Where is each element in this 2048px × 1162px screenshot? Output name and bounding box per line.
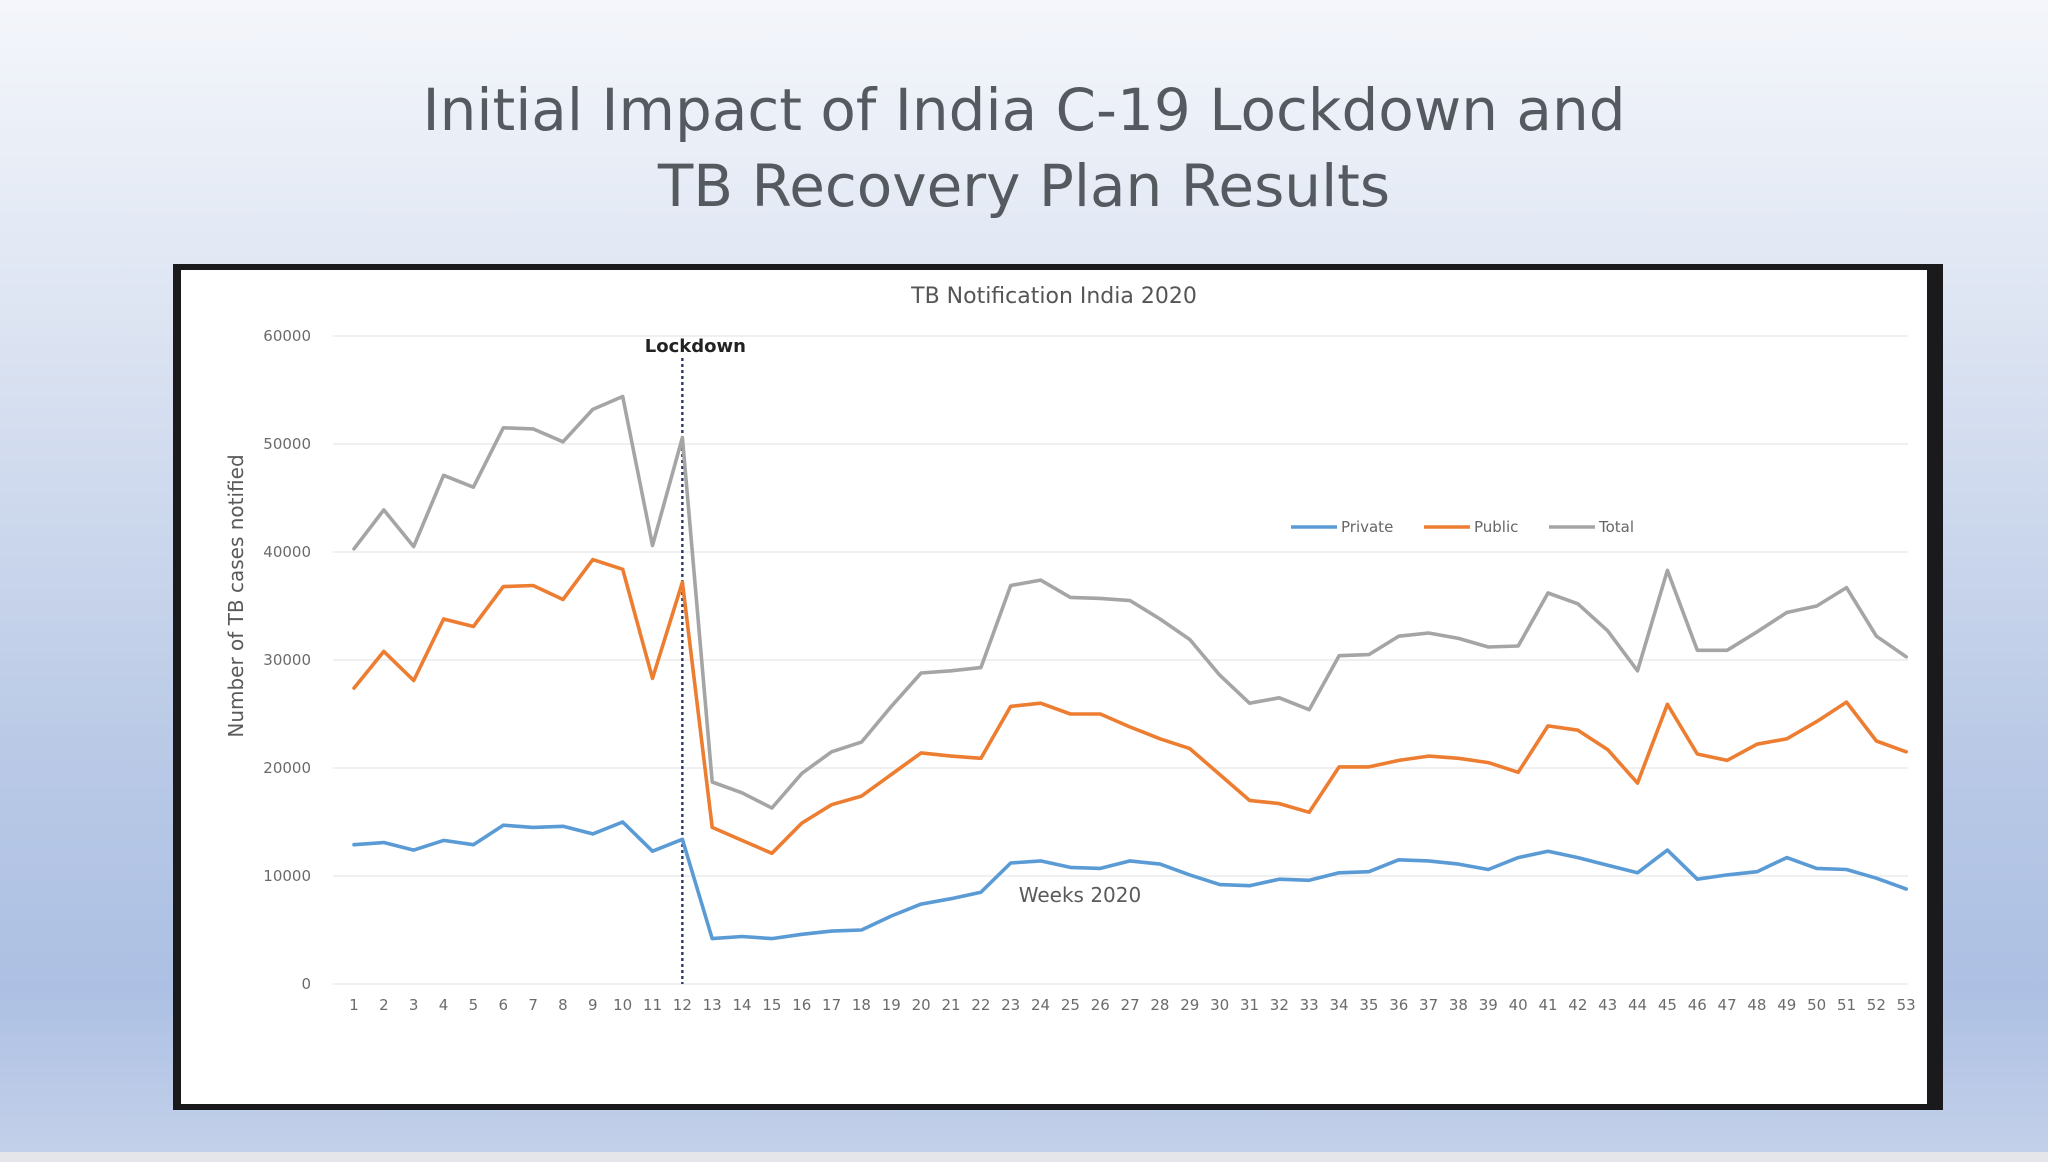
x-tick-label: 10: [613, 996, 632, 1014]
x-tick-label: 9: [588, 996, 598, 1014]
x-tick-label: 5: [469, 996, 479, 1014]
x-tick-label: 20: [912, 996, 931, 1014]
x-tick-label: 32: [1270, 996, 1289, 1014]
x-tick-label: 16: [792, 996, 811, 1014]
legend-label: Total: [1598, 518, 1634, 536]
x-tick-label: 6: [498, 996, 508, 1014]
x-tick-label: 27: [1121, 996, 1140, 1014]
x-tick-label: 13: [703, 996, 722, 1014]
x-tick-label: 28: [1150, 996, 1169, 1014]
y-tick-label: 20000: [263, 759, 311, 777]
x-tick-label: 38: [1449, 996, 1468, 1014]
x-tick-label: 24: [1031, 996, 1050, 1014]
y-axis-ticks: 0 10000 20000 30000 40000 50000 60000: [263, 327, 311, 993]
x-tick-label: 47: [1718, 996, 1737, 1014]
x-tick-label: 45: [1658, 996, 1677, 1014]
x-tick-label: 41: [1538, 996, 1557, 1014]
x-tick-label: 50: [1807, 996, 1826, 1014]
x-tick-label: 36: [1389, 996, 1408, 1014]
x-tick-label: 7: [528, 996, 538, 1014]
x-tick-label: 52: [1867, 996, 1886, 1014]
x-tick-label: 37: [1419, 996, 1438, 1014]
y-tick-label: 30000: [263, 651, 311, 669]
y-tick-label: 50000: [263, 435, 311, 453]
legend: Private Public Total: [1291, 518, 1634, 536]
x-tick-label: 1: [349, 996, 359, 1014]
legend-label: Private: [1341, 518, 1393, 536]
x-tick-label: 43: [1598, 996, 1617, 1014]
x-tick-label: 2: [379, 996, 389, 1014]
x-tick-label: 21: [941, 996, 960, 1014]
x-tick-label: 18: [852, 996, 871, 1014]
series-line-public: [352, 557, 1908, 856]
x-tick-label: 12: [673, 996, 692, 1014]
x-tick-label: 48: [1747, 996, 1766, 1014]
series-line-private: [352, 820, 1908, 941]
bottom-strip: [0, 1152, 2048, 1162]
legend-item-total: Total: [1549, 518, 1634, 536]
x-tick-label: 39: [1479, 996, 1498, 1014]
legend-label: Public: [1474, 518, 1518, 536]
x-tick-label: 42: [1568, 996, 1587, 1014]
x-tick-label: 25: [1061, 996, 1080, 1014]
x-tick-label: 46: [1688, 996, 1707, 1014]
x-tick-label: 53: [1897, 996, 1916, 1014]
legend-item-public: Public: [1424, 518, 1518, 536]
x-tick-label: 26: [1091, 996, 1110, 1014]
x-tick-label: 17: [822, 996, 841, 1014]
x-tick-label: 3: [409, 996, 419, 1014]
y-tick-label: 0: [301, 975, 311, 993]
x-tick-label: 34: [1330, 996, 1349, 1014]
x-tick-label: 44: [1628, 996, 1647, 1014]
x-tick-label: 23: [1001, 996, 1020, 1014]
x-axis-title: Weeks 2020: [1019, 883, 1141, 907]
y-tick-label: 10000: [263, 867, 311, 885]
chart-area: TB Notification India 2020 0 10000 20000 30…: [181, 270, 1927, 1104]
x-tick-label: 40: [1509, 996, 1528, 1014]
series-lines: [352, 394, 1908, 941]
y-tick-label: 40000: [263, 543, 311, 561]
x-tick-label: 15: [762, 996, 781, 1014]
lockdown-label: Lockdown: [645, 336, 746, 357]
y-axis-title: Number of TB cases notified: [224, 454, 248, 737]
chart-frame: TB Notification India 2020 0 10000 20000 30…: [173, 264, 1943, 1110]
tb-notification-line-chart: TB Notification India 2020 0100002000030…: [224, 284, 1916, 1014]
chart-title: TB Notification India 2020: [910, 284, 1197, 309]
x-tick-label: 14: [733, 996, 752, 1014]
x-tick-label: 35: [1359, 996, 1378, 1014]
lockdown-marker: Lockdown: [645, 336, 746, 984]
series-line-total: [352, 394, 1908, 810]
x-tick-label: 4: [439, 996, 449, 1014]
x-tick-label: 11: [643, 996, 662, 1014]
gridlines: [333, 335, 1908, 985]
x-tick-label: 30: [1210, 996, 1229, 1014]
legend-item-private: Private: [1291, 518, 1393, 536]
x-tick-label: 51: [1837, 996, 1856, 1014]
x-tick-label: 33: [1300, 996, 1319, 1014]
x-tick-label: 29: [1180, 996, 1199, 1014]
x-tick-label: 8: [558, 996, 568, 1014]
slide-title-line-2: TB Recovery Plan Results: [657, 152, 1391, 220]
slide-title-line-1: Initial Impact of India C-19 Lockdown an…: [422, 76, 1626, 144]
x-tick-label: 49: [1777, 996, 1796, 1014]
x-tick-label: 31: [1240, 996, 1259, 1014]
x-tick-label: 19: [882, 996, 901, 1014]
x-tick-label: 22: [971, 996, 990, 1014]
x-axis-ticks: 1 2 3 4 5 6 7 8 9 10 11 12 13 14 15 16 17 18 19 20 21 22 23 24 2…: [349, 996, 1916, 1014]
slide-title: Initial Impact of India C-19 Lockdown an…: [0, 72, 2048, 224]
y-tick-label: 60000: [263, 327, 311, 345]
